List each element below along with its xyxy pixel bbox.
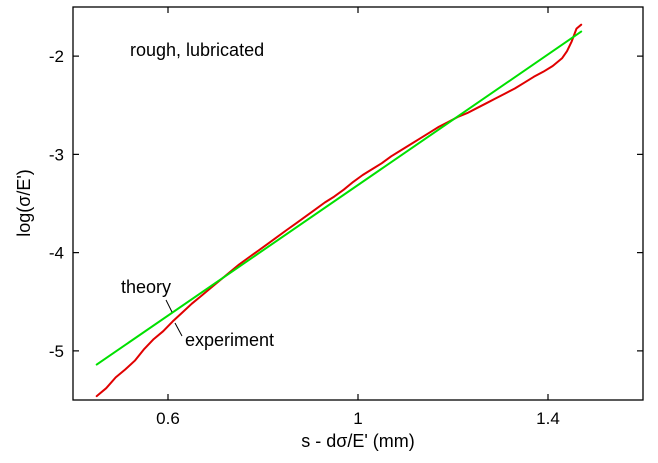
plot-annotation-label: rough, lubricated [130, 40, 264, 60]
plot-area [72, 6, 644, 401]
experiment-series-line [95, 23, 583, 398]
theory-series-line [95, 30, 583, 366]
tick-marks [73, 7, 643, 400]
experiment-pointer [174, 322, 183, 337]
x-tick-label: 0.6 [156, 409, 180, 428]
series-layer [95, 23, 583, 398]
y-tick-label: -3 [49, 145, 64, 164]
y-tick-label: -5 [49, 342, 64, 361]
y-tick-label: -4 [49, 244, 64, 263]
y-axis-label: log(σ/E') [14, 169, 34, 237]
x-tick-label: 1.4 [536, 409, 560, 428]
theory-pointer [165, 299, 173, 313]
y-tick-label: -2 [49, 47, 64, 66]
x-axis-label: s - dσ/E' (mm) [301, 431, 415, 451]
experiment-annotation: experiment [185, 330, 274, 350]
x-tick-label: 1 [353, 409, 362, 428]
tick-labels: 0.6 1 1.4 -5 -4 -3 -2 [49, 47, 560, 428]
theory-annotation: theory [121, 277, 171, 297]
